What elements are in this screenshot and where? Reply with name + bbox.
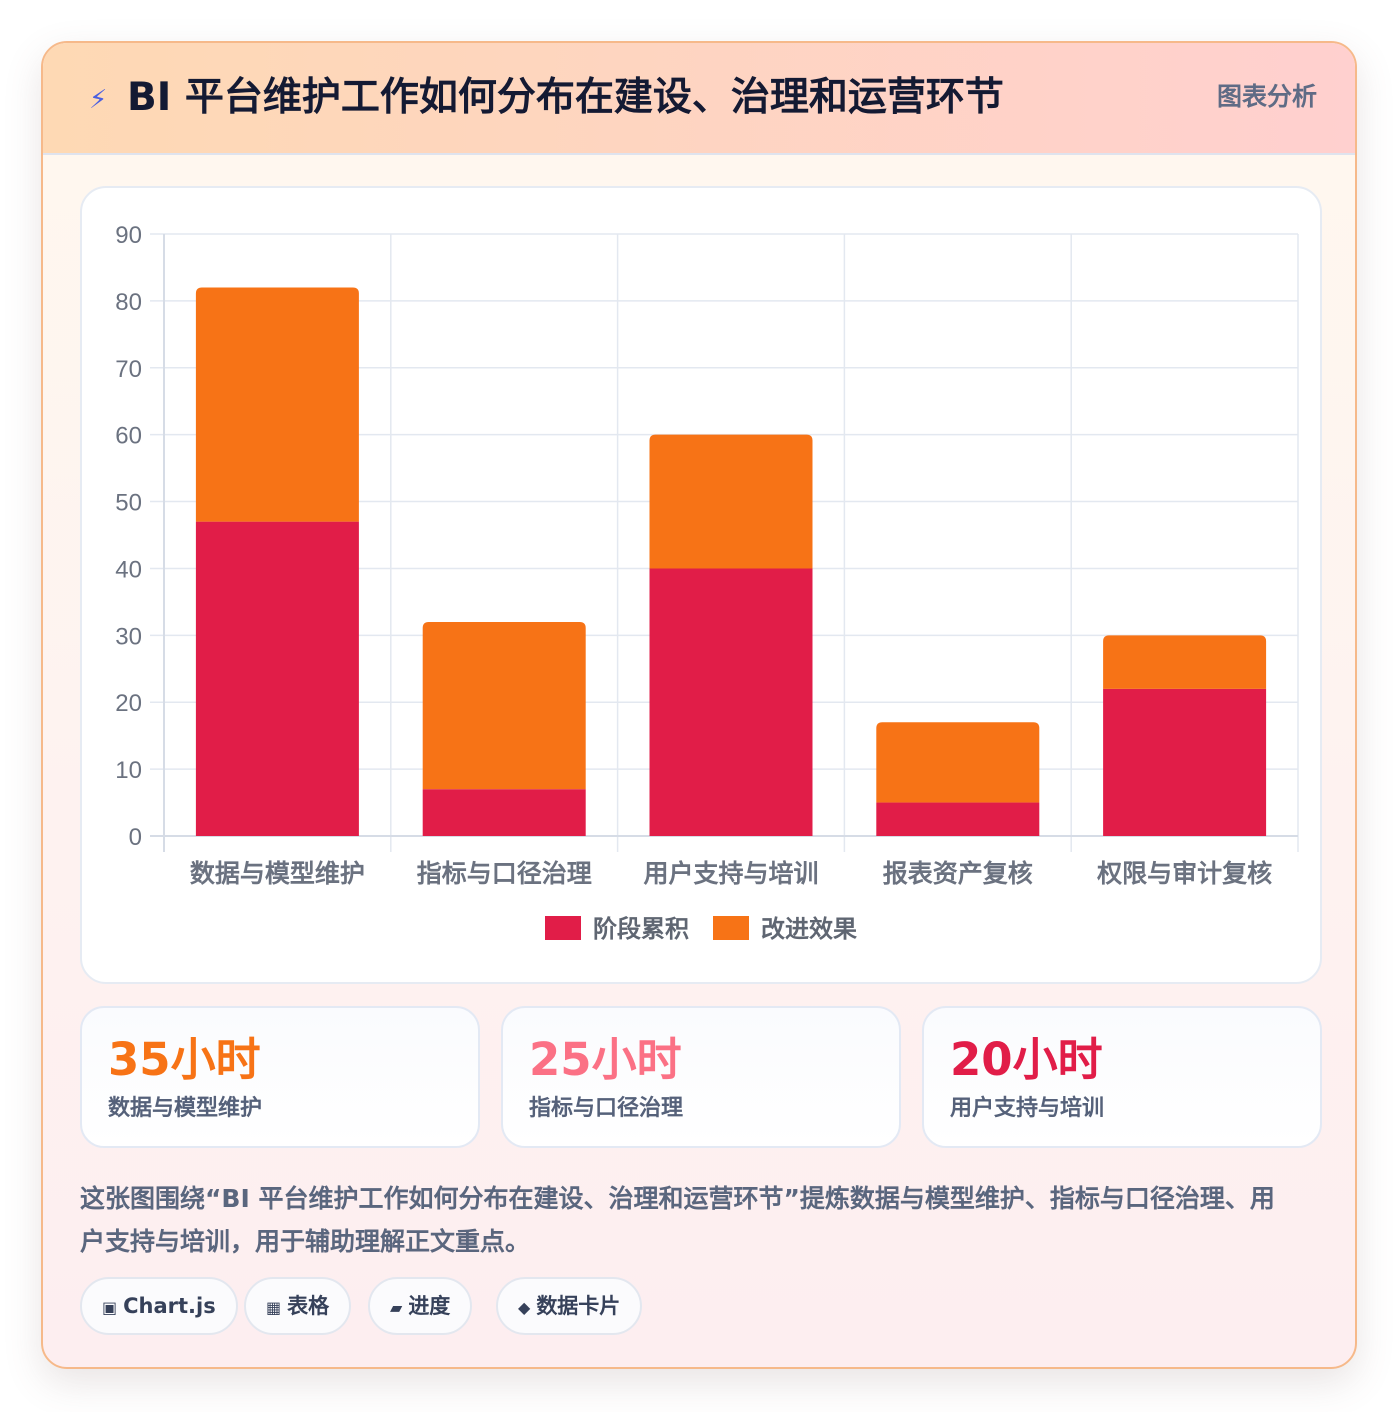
stat-value: 20小时 — [950, 1033, 1103, 1086]
bar-segment — [422, 789, 586, 836]
chart-analysis-tag: 图表分析 — [1216, 82, 1317, 111]
stat-label: 指标与口径治理 — [529, 1096, 684, 1121]
legend-swatch — [545, 916, 581, 940]
chip-label: 数据卡片 — [536, 1294, 621, 1318]
stat-card: 20小时 用户支持与培训 — [922, 1006, 1322, 1148]
chip-label: 表格 — [287, 1294, 330, 1318]
bar-segment — [195, 521, 359, 836]
y-tick-label: 30 — [115, 623, 142, 650]
x-tick-label: 报表资产复核 — [883, 859, 1033, 888]
legend-label: 阶段累积 — [593, 915, 689, 943]
x-tick-label: 权限与审计复核 — [1096, 859, 1272, 888]
bar-segment — [876, 722, 1040, 803]
y-tick-label: 40 — [115, 556, 142, 583]
chip-chartjs[interactable]: ▣ Chart.js — [80, 1277, 238, 1335]
chip-progress[interactable]: ▰ 进度 — [368, 1277, 473, 1335]
y-tick-label: 70 — [115, 356, 142, 383]
bar-segment — [649, 434, 813, 569]
page-title: BI 平台维护工作如何分布在建设、治理和运营环节 — [127, 75, 1004, 120]
y-tick-label: 50 — [115, 490, 142, 517]
chart-card: ⚡ BI 平台维护工作如何分布在建设、治理和运营环节 图表分析 0 10 20 30 4… — [41, 41, 1357, 1369]
stat-value: 35小时 — [108, 1033, 261, 1086]
chip-label: 进度 — [408, 1294, 451, 1318]
table-grid-icon: ▦ — [266, 1298, 282, 1317]
bar-segment — [195, 287, 359, 522]
legend-swatch — [713, 916, 749, 940]
x-tick-label: 指标与口径治理 — [417, 859, 592, 888]
card-header: ⚡ BI 平台维护工作如何分布在建设、治理和运营环节 图表分析 — [43, 43, 1355, 155]
y-tick-label: 20 — [115, 690, 142, 717]
bar-segment — [876, 802, 1040, 836]
legend-label: 改进效果 — [761, 915, 857, 943]
bar-segment — [649, 568, 813, 836]
chip-label: Chart.js — [123, 1294, 216, 1318]
chip-data-card[interactable]: ◆ 数据卡片 — [496, 1277, 643, 1335]
bar-segment — [422, 621, 586, 790]
y-tick-label: 60 — [115, 423, 142, 450]
progress-bar-icon: ▰ — [390, 1298, 403, 1317]
chip-table[interactable]: ▦ 表格 — [244, 1277, 352, 1335]
y-tick-label: 80 — [115, 289, 142, 316]
y-tick-label: 0 — [129, 824, 142, 851]
stat-value: 25小时 — [529, 1033, 682, 1086]
chart-panel: 0 10 20 30 40 50 60 70 80 90 数据与模型维护 指标与口径治理 用户支持与培训… — [80, 186, 1322, 984]
x-tick-label: 用户支持与培训 — [643, 859, 818, 888]
chart-square-icon: ▣ — [102, 1298, 118, 1317]
x-tick-label: 数据与模型维护 — [190, 859, 365, 888]
bar-segment — [1103, 635, 1267, 689]
stat-cards: 35小时 数据与模型维护 25小时 指标与口径治理 20小时 用户支持与培训 — [80, 1006, 1322, 1148]
chart-description: 这张图围绕“BI 平台维护工作如何分布在建设、治理和运营环节”提炼数据与模型维护… — [80, 1184, 1275, 1256]
diamond-icon: ◆ — [518, 1298, 531, 1317]
lightning-icon: ⚡ — [89, 85, 108, 115]
bar-segment — [1103, 688, 1267, 836]
stacked-bar-chart: 0 10 20 30 40 50 60 70 80 90 数据与模型维护 指标与口径治理 用户支持与培训… — [115, 222, 1299, 943]
stat-card: 25小时 指标与口径治理 — [501, 1006, 901, 1148]
stat-label: 数据与模型维护 — [108, 1096, 263, 1121]
stat-label: 用户支持与培训 — [950, 1096, 1105, 1121]
stat-card: 35小时 数据与模型维护 — [80, 1006, 480, 1148]
y-tick-label: 10 — [115, 757, 142, 784]
y-tick-label: 90 — [115, 222, 142, 249]
